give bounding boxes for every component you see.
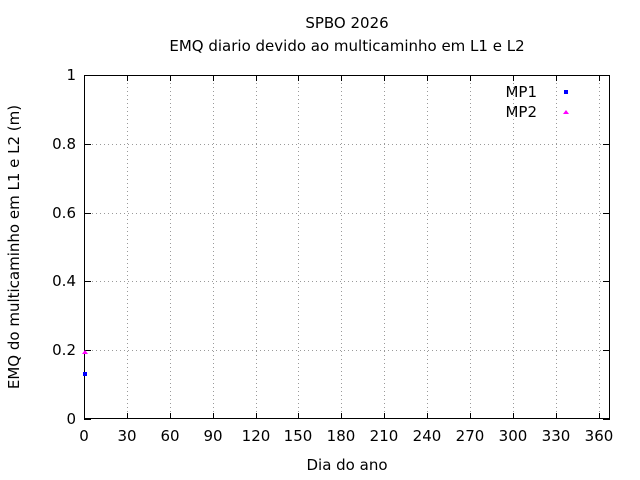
y-tick-left-1 [84, 75, 91, 76]
y-tick-label-0.8: 0.8 [52, 135, 76, 153]
x-tick-top-120 [256, 75, 257, 81]
x-tick-label-240: 240 [412, 427, 442, 445]
x-tick-top-360 [599, 75, 600, 81]
y-tick-label-0: 0 [66, 410, 76, 428]
y-tick-left-0.8 [84, 144, 91, 145]
x-tick-label-330: 330 [541, 427, 571, 445]
x-tick-top-150 [298, 75, 299, 81]
x-tick-label-60: 60 [160, 427, 180, 445]
gridline-x-360 [598, 75, 600, 419]
x-tick-label-0: 0 [79, 427, 89, 445]
x-tick-bottom-330 [556, 413, 557, 419]
y-tick-left-0.6 [84, 213, 91, 214]
x-tick-bottom-120 [256, 413, 257, 419]
data-point-MP1-0 [83, 372, 88, 377]
x-tick-bottom-150 [298, 413, 299, 419]
y-tick-left-0 [84, 419, 91, 420]
x-tick-top-330 [556, 75, 557, 81]
x-tick-top-240 [427, 75, 428, 81]
x-tick-bottom-90 [213, 413, 214, 419]
x-tick-bottom-300 [513, 413, 514, 419]
y-tick-right-0.8 [603, 144, 610, 145]
gridline-x-330 [555, 75, 557, 419]
gridline-y-0.6 [84, 212, 610, 214]
legend-label-MP1: MP1 [505, 83, 537, 101]
y-tick-label-0.4: 0.4 [52, 272, 76, 290]
x-tick-bottom-270 [470, 413, 471, 419]
gridline-x-150 [298, 75, 300, 419]
chart-subtitle: EMQ diario devido ao multicaminho em L1 … [169, 37, 525, 55]
gridline-x-120 [255, 75, 257, 419]
x-tick-bottom-180 [341, 413, 342, 419]
x-tick-top-30 [127, 75, 128, 81]
x-tick-bottom-240 [427, 413, 428, 419]
y-tick-right-0.2 [603, 350, 610, 351]
gridline-x-180 [341, 75, 343, 419]
x-tick-label-150: 150 [283, 427, 313, 445]
x-tick-label-270: 270 [455, 427, 485, 445]
gridline-x-300 [512, 75, 514, 419]
x-tick-top-90 [213, 75, 214, 81]
chart-titles: SPBO 2026 EMQ diario devido ao multicami… [84, 12, 610, 58]
x-tick-bottom-210 [384, 413, 385, 419]
x-tick-label-120: 120 [241, 427, 271, 445]
plot-area [84, 75, 610, 419]
x-tick-label-360: 360 [584, 427, 614, 445]
gridline-x-240 [427, 75, 429, 419]
x-tick-label-30: 30 [117, 427, 137, 445]
gridline-x-60 [169, 75, 171, 419]
gridline-x-270 [469, 75, 471, 419]
x-tick-label-300: 300 [498, 427, 528, 445]
legend-label-MP2: MP2 [505, 103, 537, 121]
x-tick-bottom-60 [170, 413, 171, 419]
gridline-y-0.8 [84, 143, 610, 145]
y-tick-right-1 [603, 75, 610, 76]
legend-marker-MP2 [563, 110, 569, 114]
chart-title: SPBO 2026 [305, 14, 389, 32]
y-tick-right-0.4 [603, 281, 610, 282]
x-tick-label-210: 210 [369, 427, 399, 445]
gridline-x-210 [384, 75, 386, 419]
x-tick-top-60 [170, 75, 171, 81]
y-tick-label-0.2: 0.2 [52, 341, 76, 359]
x-tick-bottom-360 [599, 413, 600, 419]
x-tick-top-0 [84, 75, 85, 81]
x-tick-label-180: 180 [326, 427, 356, 445]
x-tick-bottom-0 [84, 413, 85, 419]
y-tick-label-1: 1 [66, 66, 76, 84]
y-tick-right-0.6 [603, 213, 610, 214]
legend-marker-MP1 [564, 90, 568, 94]
x-tick-top-300 [513, 75, 514, 81]
y-tick-label-0.6: 0.6 [52, 204, 76, 222]
x-tick-bottom-30 [127, 413, 128, 419]
data-point-MP2-0 [82, 349, 89, 354]
gridline-x-90 [212, 75, 214, 419]
gridline-y-0.4 [84, 281, 610, 283]
x-tick-top-270 [470, 75, 471, 81]
y-tick-left-0.4 [84, 281, 91, 282]
gridline-x-30 [126, 75, 128, 419]
x-tick-top-210 [384, 75, 385, 81]
x-tick-label-90: 90 [203, 427, 223, 445]
gridline-y-0.2 [84, 350, 610, 352]
x-tick-top-180 [341, 75, 342, 81]
x-axis-label: Dia do ano [306, 456, 388, 474]
y-tick-right-0 [603, 419, 610, 420]
